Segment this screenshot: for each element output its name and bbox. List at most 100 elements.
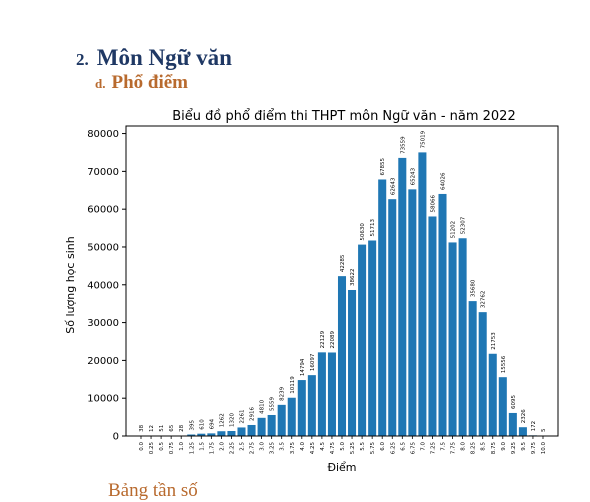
next-section-text: Bảng tần số — [108, 480, 198, 502]
x-tick-label: 4.0 — [300, 442, 306, 451]
value-label: 14794 — [300, 358, 306, 376]
bar — [469, 301, 477, 436]
value-label: 172 — [531, 421, 537, 432]
value-label: 32762 — [481, 291, 487, 309]
x-tick-label: 5.75 — [370, 442, 376, 455]
x-tick-label: 8.0 — [461, 442, 467, 451]
value-label: 21753 — [491, 332, 497, 350]
bar — [298, 380, 306, 436]
value-label: 52307 — [461, 216, 467, 234]
bar — [368, 240, 376, 436]
x-tick-label: 3.0 — [260, 442, 266, 451]
x-tick-label: 0.75 — [169, 442, 175, 455]
value-label: 28 — [179, 424, 185, 431]
x-tick-label: 7.75 — [451, 442, 457, 455]
value-label: 1320 — [229, 413, 235, 427]
bar — [237, 427, 245, 436]
bar — [428, 216, 436, 436]
value-label: 12 — [149, 425, 155, 432]
x-axis-ticks: 0.0 0.25 0.5 0.75 1.0 1.25 1.5 1.75 2.0 2.25 2.5 2.… — [139, 436, 547, 454]
x-tick-label: 1.75 — [209, 442, 215, 455]
value-label: 51202 — [451, 221, 457, 239]
bar — [449, 242, 457, 436]
value-label: 51713 — [370, 219, 376, 237]
x-tick-label: 2.5 — [240, 442, 246, 451]
value-label: 4810 — [260, 399, 266, 413]
value-label: 2326 — [521, 409, 527, 423]
bar — [438, 194, 446, 436]
value-label: 50630 — [360, 223, 366, 241]
value-label: 1262 — [219, 413, 225, 427]
bar — [519, 427, 527, 436]
x-tick-label: 8.25 — [471, 442, 477, 455]
value-label: 15556 — [501, 355, 507, 373]
x-tick-label: 9.5 — [521, 442, 527, 451]
x-tick-label: 5.0 — [340, 442, 346, 451]
value-label: 22129 — [320, 330, 326, 348]
bar — [388, 199, 396, 436]
y-tick-label: 60000 — [87, 205, 119, 216]
x-tick-label: 2.25 — [229, 442, 235, 455]
x-tick-label: 10.0 — [541, 442, 547, 455]
x-tick-label: 9.25 — [511, 442, 517, 455]
x-tick-label: 2.75 — [250, 442, 256, 455]
value-label: 64026 — [441, 172, 447, 190]
x-tick-label: 3.25 — [270, 442, 276, 455]
value-label: 65 — [169, 424, 175, 431]
x-tick-label: 7.25 — [430, 442, 436, 455]
x-tick-label: 5.5 — [360, 442, 366, 451]
x-tick-label: 9.0 — [501, 442, 507, 451]
value-label: 610 — [199, 419, 205, 430]
x-tick-label: 9.75 — [531, 442, 537, 455]
bar — [358, 245, 366, 436]
bar — [398, 158, 406, 436]
value-label: 62643 — [390, 177, 396, 195]
x-tick-label: 1.25 — [189, 442, 195, 455]
bar — [268, 415, 276, 436]
y-tick-label: 70000 — [87, 167, 119, 178]
bar — [479, 312, 487, 436]
value-label: 73559 — [400, 136, 406, 154]
value-label: 8239 — [280, 386, 286, 400]
value-label: 5 — [541, 428, 547, 432]
x-tick-label: 6.25 — [390, 442, 396, 455]
y-tick-label: 10000 — [87, 394, 119, 405]
x-tick-label: 8.5 — [481, 442, 487, 451]
x-tick-label: 0.25 — [149, 442, 155, 455]
x-tick-label: 8.75 — [491, 442, 497, 455]
chart-title: Biểu đồ phổ điểm thi THPT môn Ngữ văn - … — [172, 109, 515, 124]
x-tick-label: 7.5 — [441, 442, 447, 451]
x-tick-label: 1.0 — [179, 442, 185, 451]
bar — [308, 375, 316, 436]
bar — [278, 405, 286, 436]
score-distribution-chart: Biểu đồ phổ điểm thi THPT môn Ngữ văn - … — [0, 0, 590, 491]
x-tick-label: 3.75 — [290, 442, 296, 455]
bar — [328, 352, 336, 436]
y-tick-label: 20000 — [87, 356, 119, 367]
value-label: 35680 — [471, 279, 477, 297]
value-label: 58066 — [430, 194, 436, 212]
value-label: 22089 — [330, 330, 336, 348]
x-tick-label: 6.0 — [380, 442, 386, 451]
x-tick-label: 0.0 — [139, 442, 145, 451]
value-label: 42285 — [340, 254, 346, 272]
x-tick-label: 1.5 — [199, 442, 205, 451]
value-label: 51 — [159, 425, 165, 432]
value-label: 38622 — [350, 268, 356, 286]
x-tick-label: 6.5 — [400, 442, 406, 451]
bar — [348, 290, 356, 436]
x-tick-label: 3.5 — [280, 442, 286, 451]
x-tick-label: 6.75 — [410, 442, 416, 455]
value-label: 65243 — [410, 167, 416, 185]
bar — [408, 189, 416, 436]
y-tick-label: 30000 — [87, 318, 119, 329]
bar — [459, 238, 467, 436]
value-label: 67855 — [380, 157, 386, 175]
x-tick-label: 2.0 — [219, 442, 225, 451]
y-tick-label: 80000 — [87, 129, 119, 140]
value-label: 5559 — [270, 396, 276, 410]
bar — [288, 398, 296, 436]
y-tick-label: 0 — [113, 432, 119, 443]
bar — [338, 276, 346, 436]
x-tick-label: 0.5 — [159, 442, 165, 451]
